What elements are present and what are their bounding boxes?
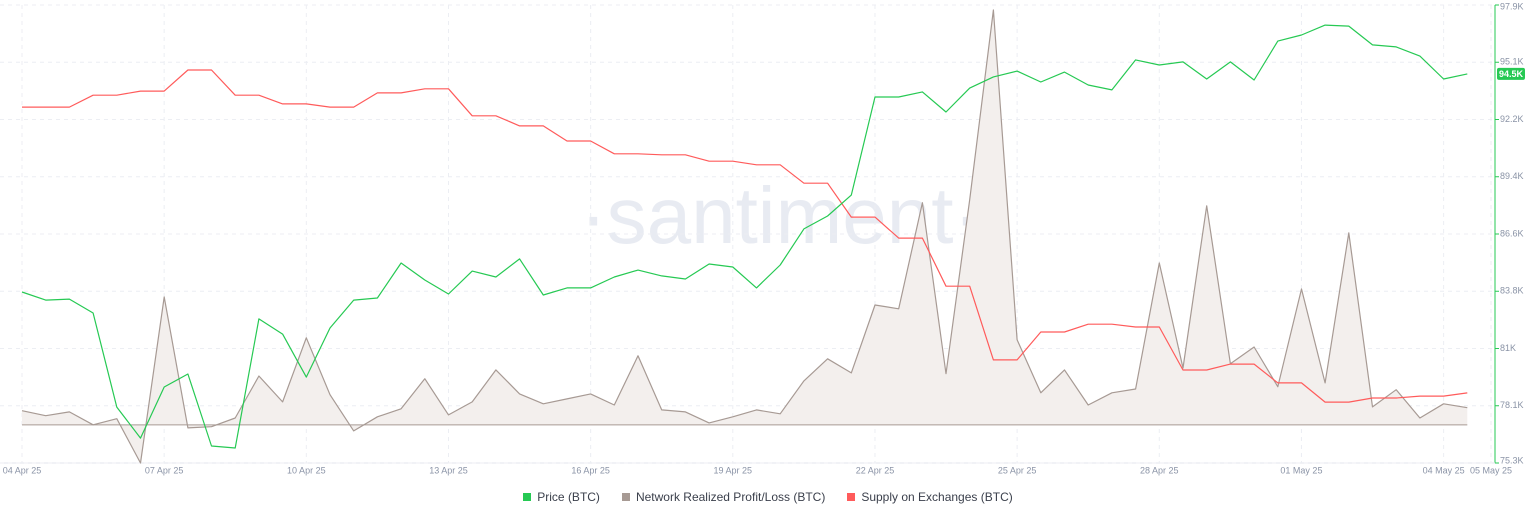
legend-item[interactable]: Network Realized Profit/Loss (BTC) — [621, 490, 826, 504]
area — [22, 10, 1468, 463]
x-tick-label: 19 Apr 25 — [714, 465, 753, 475]
y-tick-label: 75.3K — [1500, 455, 1524, 465]
y-tick-label: 83.8K — [1500, 286, 1524, 296]
line — [21, 9, 1468, 464]
x-tick-label: 16 Apr 25 — [571, 465, 610, 475]
current-value-badge — [1497, 67, 1525, 80]
y-tick-label: 97.9K — [1500, 1, 1524, 11]
x-tick-label: 04 Apr 25 — [3, 465, 42, 475]
line — [21, 24, 1468, 449]
legend-item[interactable]: Price (BTC) — [523, 490, 600, 504]
y-tick-label: 78.1K — [1500, 400, 1524, 410]
legend-label: Price (BTC) — [537, 490, 600, 504]
x-tick-label: 04 May 25 — [1423, 465, 1465, 475]
legend-swatch — [621, 493, 630, 501]
legend-label: Supply on Exchanges (BTC) — [861, 490, 1013, 504]
line — [22, 69, 1468, 403]
x-tick-label: 28 Apr 25 — [1140, 465, 1179, 475]
x-tick-label: 13 Apr 25 — [429, 465, 468, 475]
x-tick-label: 10 Apr 25 — [287, 465, 326, 475]
x-tick-label: 25 Apr 25 — [998, 465, 1037, 475]
y-tick-label: 95.1K — [1500, 57, 1524, 67]
x-tick-label: 07 Apr 25 — [145, 465, 184, 475]
legend-swatch — [523, 493, 532, 501]
chart: ·santiment· 75.3K78.1K81K83.8K86.6K89.4K… — [0, 1, 1525, 475]
x-tick-label: 22 Apr 25 — [856, 465, 895, 475]
y-tick-label: 92.2K — [1500, 114, 1524, 124]
y-tick-label: 89.4K — [1500, 171, 1524, 181]
x-tick-label: 05 May 25 — [1470, 465, 1512, 475]
y-tick-label: 86.6K — [1500, 228, 1524, 238]
x-tick-label: 01 May 25 — [1280, 465, 1322, 475]
legend: Price (BTC) Network Realized Profit/Loss … — [0, 490, 1536, 504]
legend-label: Network Realized Profit/Loss (BTC) — [635, 490, 826, 504]
y-tick-label: 81K — [1500, 343, 1516, 353]
legend-swatch — [847, 493, 856, 501]
current-value-label: 94.5K — [1499, 69, 1524, 79]
legend-item[interactable]: Supply on Exchanges (BTC) — [847, 490, 1013, 504]
